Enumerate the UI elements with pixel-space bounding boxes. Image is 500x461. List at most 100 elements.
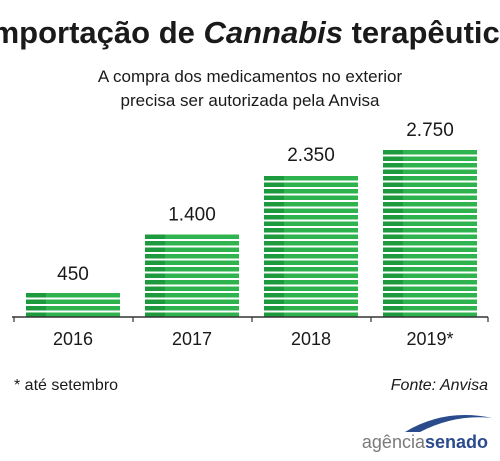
- bar-stripe: [145, 247, 239, 252]
- bar-stripe: [383, 221, 477, 226]
- bar-stripe: [264, 221, 358, 226]
- bar-stripe-shade: [264, 293, 284, 298]
- bar-stripe-shade: [264, 254, 284, 259]
- bar-stripe: [383, 280, 477, 285]
- bar-stripe-shade: [264, 208, 284, 213]
- bar-stripe: [383, 182, 477, 187]
- bar-stripe-shade: [383, 241, 403, 246]
- bar-stripe: [264, 241, 358, 246]
- bar-stripe-shade: [383, 202, 403, 207]
- bar-stripe-shade: [145, 299, 165, 304]
- bar-stripe: [264, 260, 358, 265]
- bar-stripe: [383, 163, 477, 168]
- bar-stripe-shade: [264, 228, 284, 233]
- bar-stripe-shade: [383, 312, 403, 317]
- bar-stripe-shade: [145, 247, 165, 252]
- bar-stripe-shade: [383, 189, 403, 194]
- bar-stripe: [145, 293, 239, 298]
- bar-stripe: [383, 254, 477, 259]
- bar-stripe-shade: [383, 208, 403, 213]
- bar-stripe-shade: [264, 215, 284, 220]
- bar-stripe-shade: [264, 182, 284, 187]
- bar-stripe: [264, 267, 358, 272]
- bar-stripe: [264, 182, 358, 187]
- bar-stripe: [145, 260, 239, 265]
- logo-swoosh-icon: [405, 415, 492, 432]
- bar-2018: [264, 176, 358, 317]
- bar-stripe-shade: [145, 293, 165, 298]
- bar-stripe: [383, 293, 477, 298]
- bar-stripe: [264, 215, 358, 220]
- bar-stripe-shade: [383, 247, 403, 252]
- bar-stripe: [383, 176, 477, 181]
- bar-stripe: [264, 189, 358, 194]
- bar-stripe: [264, 299, 358, 304]
- bar-stripe-shade: [264, 202, 284, 207]
- bar-stripe: [264, 273, 358, 278]
- bar-stripe: [264, 228, 358, 233]
- footnote: * até setembro: [14, 377, 118, 394]
- bar-stripe: [145, 267, 239, 272]
- bar-stripe-shade: [383, 273, 403, 278]
- bar-stripe-shade: [264, 234, 284, 239]
- bar-stripe-shade: [145, 241, 165, 246]
- bar-stripe-shade: [26, 312, 46, 317]
- x-axis-ticks: 2016 2017 2018 2019*: [13, 317, 489, 349]
- x-tick-label: 2016: [53, 329, 93, 349]
- bar-stripe-shade: [26, 293, 46, 298]
- bar-stripe: [383, 195, 477, 200]
- bar-stripe: [264, 306, 358, 311]
- bar-stripe-shade: [383, 234, 403, 239]
- x-tick-label: 2018: [291, 329, 331, 349]
- bar-stripe-shade: [145, 234, 165, 239]
- bar-stripe: [145, 312, 239, 317]
- bar-stripe-shade: [264, 195, 284, 200]
- bar-stripe-shade: [383, 280, 403, 285]
- bar-stripe-shade: [145, 312, 165, 317]
- bar-stripe-shade: [383, 195, 403, 200]
- bar-stripe-shade: [264, 221, 284, 226]
- bar-stripe: [383, 202, 477, 207]
- bar-stripe-shade: [264, 306, 284, 311]
- bar-stripe-shade: [383, 215, 403, 220]
- bar-stripe: [383, 312, 477, 317]
- bar-stripe-shade: [264, 176, 284, 181]
- bar-stripe-shade: [264, 312, 284, 317]
- bar-stripe: [264, 254, 358, 259]
- bar-stripe-shade: [264, 273, 284, 278]
- chart-title: Importação de Cannabis terapêutica: [0, 15, 500, 50]
- bar-stripe: [145, 234, 239, 239]
- x-tick-label: 2017: [172, 329, 212, 349]
- bar-2016: [26, 293, 120, 317]
- agencia-senado-logo: agênciasenado: [362, 415, 492, 452]
- bar-stripe-shade: [264, 241, 284, 246]
- bar-stripe: [26, 312, 120, 317]
- bar-stripe: [383, 299, 477, 304]
- bar-stripe-shade: [145, 254, 165, 259]
- bar-stripe: [145, 286, 239, 291]
- bar-stripe-shade: [383, 306, 403, 311]
- bar-stripe: [383, 247, 477, 252]
- bar-stripe-shade: [264, 286, 284, 291]
- bar-stripe: [383, 208, 477, 213]
- bar-stripe-shade: [26, 299, 46, 304]
- bar-stripe-shade: [383, 228, 403, 233]
- bar-stripe-shade: [26, 306, 46, 311]
- bar-stripe-shade: [383, 150, 403, 155]
- bar-stripe-shade: [383, 221, 403, 226]
- bar-stripe: [383, 189, 477, 194]
- bar-stripe-shade: [383, 299, 403, 304]
- bar-stripe: [145, 306, 239, 311]
- bar-stripe-shade: [383, 156, 403, 161]
- bar-stripe-shade: [383, 163, 403, 168]
- bar-stripe-shade: [264, 247, 284, 252]
- bar-stripe-shade: [145, 273, 165, 278]
- bar-stripe: [264, 312, 358, 317]
- bar-stripe: [145, 254, 239, 259]
- bar-stripe-shade: [145, 260, 165, 265]
- source-note: Fonte: Anvisa: [391, 377, 488, 394]
- bar-stripe-shade: [383, 293, 403, 298]
- bar-stripe: [383, 260, 477, 265]
- bar-stripe: [145, 241, 239, 246]
